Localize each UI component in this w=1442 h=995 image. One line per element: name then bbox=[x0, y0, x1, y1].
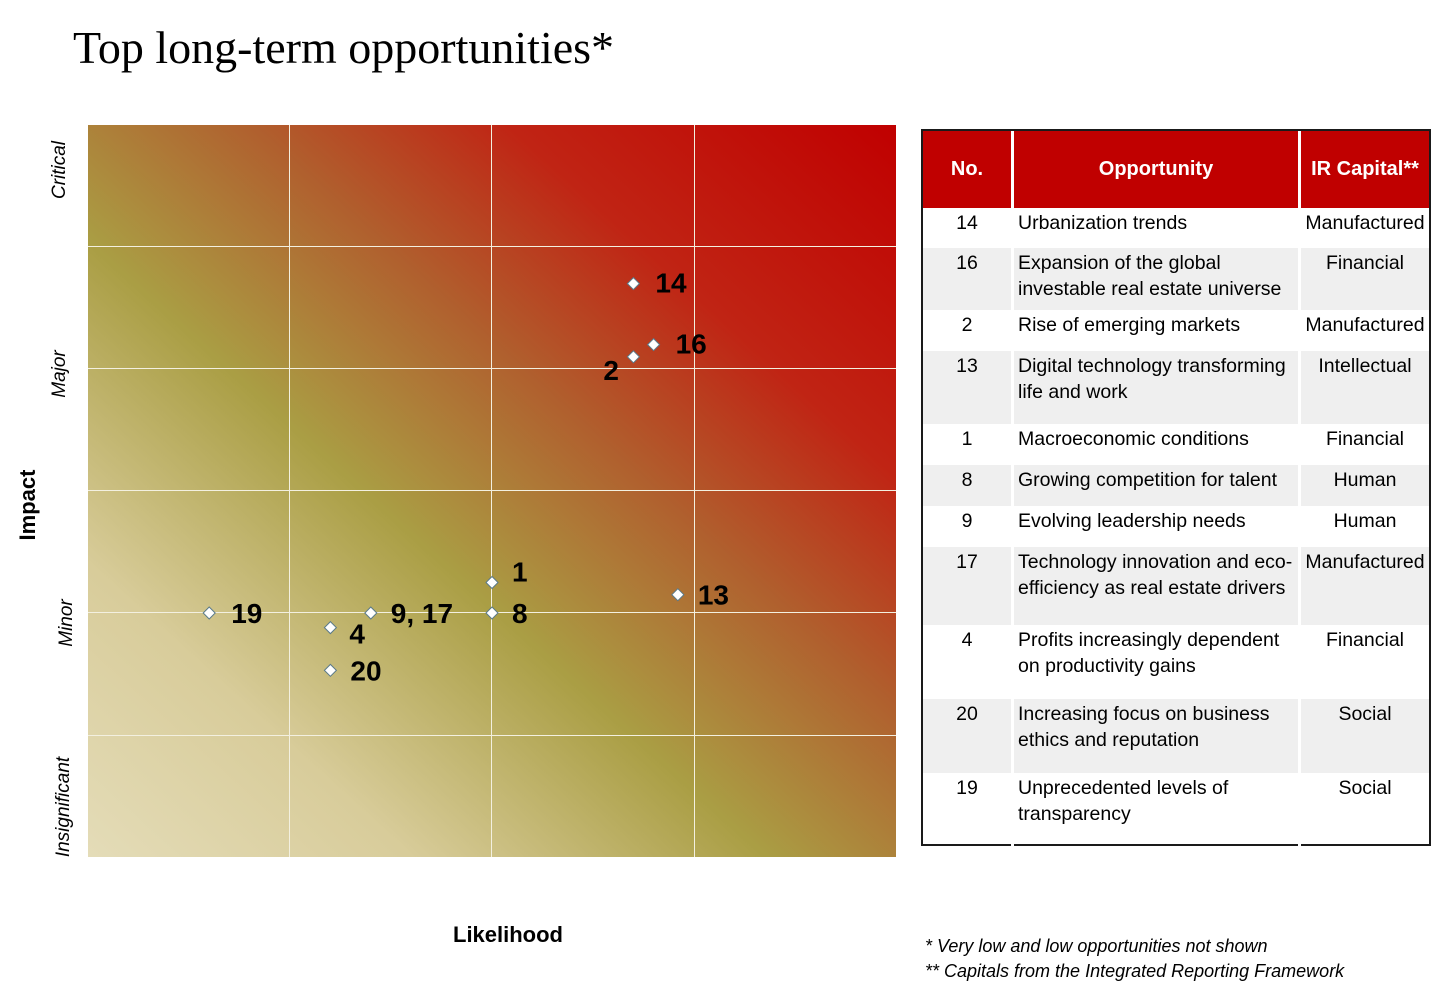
cell-no: 14 bbox=[923, 208, 1014, 248]
cell-capital: Manufactured bbox=[1305, 551, 1425, 573]
cell-no: 4 bbox=[923, 625, 1014, 699]
point-marker bbox=[323, 620, 338, 635]
gridline-h bbox=[88, 490, 896, 491]
point-marker bbox=[364, 606, 378, 620]
point-marker bbox=[323, 663, 338, 678]
cell-opportunity: Profits increasingly dependent on produc… bbox=[1014, 625, 1301, 699]
cell-capital: Manufactured bbox=[1305, 212, 1425, 234]
cell-no: 20 bbox=[923, 699, 1014, 773]
cell-capital: Intellectual bbox=[1318, 355, 1412, 377]
footnote-1: * Very low and low opportunities not sho… bbox=[925, 936, 1268, 956]
cell-opportunity: Increasing focus on business ethics and … bbox=[1014, 699, 1301, 773]
point-label: 14 bbox=[655, 268, 687, 299]
y-tick-minor: Minor bbox=[56, 599, 77, 647]
gridline-h bbox=[88, 735, 896, 736]
cell-opportunity: Unprecedented levels of transparency bbox=[1014, 773, 1301, 847]
y-tick-insignificant: Insignificant bbox=[53, 756, 74, 858]
footnote-2: ** Capitals from the Integrated Reportin… bbox=[925, 961, 1345, 981]
header-capital: IR Capital** bbox=[1311, 158, 1419, 180]
cell-capital: Financial bbox=[1325, 629, 1405, 651]
cell-capital: Human bbox=[1333, 469, 1397, 491]
page-title: Top long-term opportunities* bbox=[73, 22, 615, 73]
point-marker bbox=[626, 350, 641, 364]
opportunity-table: No. Opportunity IR Capital** 14 Urbanizat… bbox=[921, 129, 1431, 847]
point-label: 13 bbox=[698, 580, 729, 611]
cell-capital: Financial bbox=[1325, 428, 1405, 450]
table-row: 2 Rise of emerging markets Manufactured bbox=[923, 310, 1429, 351]
cell-no: 17 bbox=[923, 547, 1014, 625]
table-row: 9 Evolving leadership needs Human bbox=[923, 506, 1429, 547]
gridline-h bbox=[88, 246, 896, 247]
gridline-v bbox=[694, 125, 695, 857]
table-header: No. Opportunity IR Capital** bbox=[923, 131, 1429, 208]
cell-opportunity: Rise of emerging markets bbox=[1014, 310, 1301, 351]
cell-capital: Social bbox=[1338, 703, 1392, 725]
table-row: 17 Technology innovation and eco-efficien… bbox=[923, 547, 1429, 625]
cell-capital: Financial bbox=[1325, 252, 1405, 274]
table-row: 14 Urbanization trends Manufactured bbox=[923, 208, 1429, 248]
y-tick-major: Major bbox=[49, 350, 70, 398]
cell-no: 16 bbox=[923, 248, 1014, 310]
cell-opportunity: Growing competition for talent bbox=[1014, 465, 1301, 506]
cell-no: 1 bbox=[923, 424, 1014, 465]
y-axis-title: Impact bbox=[15, 469, 40, 541]
point-label: 2 bbox=[603, 355, 619, 386]
point-marker bbox=[646, 337, 661, 352]
table-row: 8 Growing competition for talent Human bbox=[923, 465, 1429, 506]
table-row: 4 Profits increasingly dependent on produ… bbox=[923, 625, 1429, 699]
scatter-marks: 14 16 2 1 8 13 19 9, 17 4 20 bbox=[202, 268, 729, 686]
gridline-v bbox=[491, 125, 492, 857]
point-marker bbox=[485, 575, 499, 590]
header-no: No. bbox=[923, 131, 1014, 208]
cell-opportunity: Technology innovation and eco-efficiency… bbox=[1014, 547, 1301, 625]
table-row: 20 Increasing focus on business ethics an… bbox=[923, 699, 1429, 773]
point-marker bbox=[202, 606, 216, 620]
cell-opportunity: Evolving leadership needs bbox=[1014, 506, 1301, 547]
footnotes: * Very low and low opportunities not sho… bbox=[925, 934, 1344, 984]
cell-no: 9 bbox=[923, 506, 1014, 547]
cell-opportunity: Macroeconomic conditions bbox=[1014, 424, 1301, 465]
cell-capital: Social bbox=[1338, 777, 1392, 799]
cell-no: 13 bbox=[923, 351, 1014, 424]
header-opportunity: Opportunity bbox=[1014, 131, 1301, 208]
point-marker bbox=[626, 276, 641, 291]
cell-no: 2 bbox=[923, 310, 1014, 351]
x-axis-title: Likelihood bbox=[453, 922, 563, 947]
cell-opportunity: Urbanization trends bbox=[1014, 208, 1301, 248]
cell-opportunity: Expansion of the global investable real … bbox=[1014, 248, 1301, 310]
cell-opportunity: Digital technology transforming life and… bbox=[1014, 351, 1301, 424]
cell-no: 8 bbox=[923, 465, 1014, 506]
table-row: 1 Macroeconomic conditions Financial bbox=[923, 424, 1429, 465]
y-tick-critical: Critical bbox=[49, 140, 70, 200]
cell-capital: Human bbox=[1333, 510, 1397, 532]
table-row: 13 Digital technology transforming life a… bbox=[923, 351, 1429, 424]
point-label: 8 bbox=[512, 598, 528, 629]
table-row: 16 Expansion of the global investable rea… bbox=[923, 248, 1429, 310]
point-label: 1 bbox=[512, 557, 528, 588]
point-label: 9, 17 bbox=[391, 598, 453, 629]
point-marker bbox=[485, 606, 499, 620]
point-label: 16 bbox=[676, 329, 707, 360]
point-label: 19 bbox=[231, 598, 262, 629]
y-axis: Critical Major Minor Insignificant bbox=[0, 125, 88, 857]
gridline-h bbox=[88, 368, 896, 369]
cell-capital: Manufactured bbox=[1305, 314, 1425, 336]
point-marker bbox=[671, 587, 685, 602]
cell-no: 19 bbox=[923, 773, 1014, 847]
point-label: 4 bbox=[349, 619, 365, 650]
gridline-v bbox=[289, 125, 290, 857]
table-body: 14 Urbanization trends Manufactured 16 Expan… bbox=[923, 208, 1429, 847]
table-row: 19 Unprecedented levels of transparency So… bbox=[923, 773, 1429, 847]
point-label: 20 bbox=[350, 655, 381, 686]
